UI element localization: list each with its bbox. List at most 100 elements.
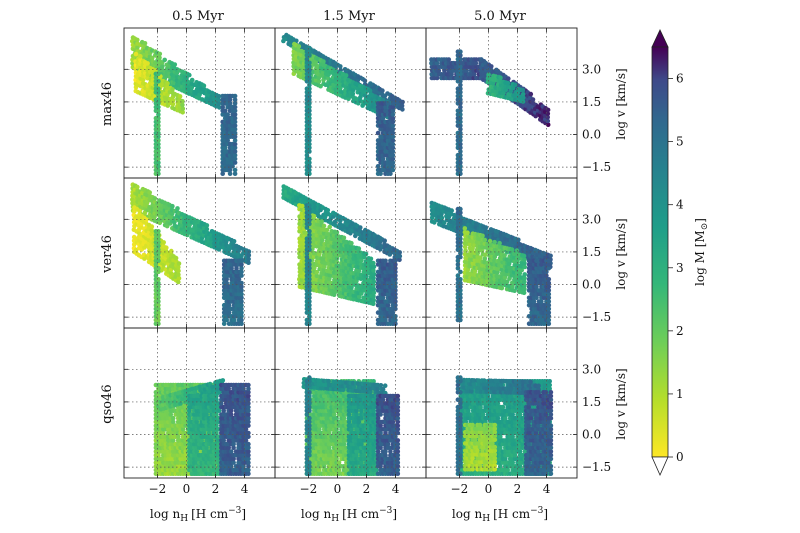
hexbin-cell bbox=[239, 262, 244, 267]
hexbin-cell bbox=[324, 227, 330, 233]
hexbin-cell bbox=[222, 108, 228, 114]
hexbin-cell bbox=[307, 86, 312, 91]
hexbin-cell bbox=[371, 294, 376, 299]
hexbin-cell bbox=[176, 261, 182, 266]
panel-ver46-1 bbox=[275, 178, 426, 328]
hexbin-cell bbox=[296, 44, 302, 49]
hexbin-cell bbox=[429, 60, 434, 66]
hexbin-cell bbox=[225, 138, 230, 143]
hexbin-cell bbox=[156, 130, 161, 136]
hexbin-cell bbox=[519, 267, 524, 273]
hexbin-cell bbox=[522, 286, 527, 292]
hexbin-cell bbox=[503, 87, 509, 93]
hexbin-cell bbox=[520, 99, 526, 104]
hexbin-cell bbox=[239, 288, 244, 293]
hexbin-cell bbox=[209, 438, 214, 443]
hexbin-cell bbox=[546, 299, 552, 304]
hexbin-cell bbox=[393, 299, 398, 304]
hexbin-cell bbox=[178, 401, 183, 406]
hexbin-cell bbox=[133, 51, 139, 57]
hexbin-cell bbox=[522, 279, 527, 285]
hexbin-cell bbox=[393, 262, 398, 267]
hexbin-cell bbox=[458, 86, 463, 91]
hexbin-cell bbox=[383, 317, 388, 323]
hexbin-cell bbox=[176, 272, 181, 277]
hexbin-cell bbox=[382, 238, 388, 243]
hexbin-cell bbox=[522, 272, 527, 277]
panel-max46-0 bbox=[124, 28, 275, 178]
hexbin-cell bbox=[528, 91, 534, 97]
hexbin-cell bbox=[189, 77, 195, 83]
hexbin-cell bbox=[507, 276, 512, 281]
hexbin-cell bbox=[232, 145, 238, 151]
hexbin-cell bbox=[239, 269, 244, 275]
hexbin-cell bbox=[170, 101, 176, 107]
hexbin-cell bbox=[180, 427, 186, 432]
hexbin-cell bbox=[530, 97, 536, 102]
hexbin-cell bbox=[390, 108, 396, 114]
hexbin-cell bbox=[473, 60, 479, 66]
hexbin-cell bbox=[149, 224, 155, 229]
hexbin-cell bbox=[521, 95, 526, 101]
hexbin-cell bbox=[231, 445, 236, 451]
hexbin-cell bbox=[232, 108, 238, 114]
hexbin-cell bbox=[135, 184, 140, 190]
hexbin-cell bbox=[294, 38, 299, 44]
hexbin-cell bbox=[201, 83, 207, 88]
hexbin-cell bbox=[301, 68, 306, 74]
hexbin-cell bbox=[385, 302, 391, 308]
hexbin-cell bbox=[458, 288, 463, 293]
hexbin-cell bbox=[239, 321, 244, 327]
hexbin-cell bbox=[204, 226, 210, 232]
hexbin-cell bbox=[307, 45, 312, 51]
hexbin-cell bbox=[546, 302, 552, 308]
hexbin-cell bbox=[458, 269, 463, 275]
hexbin-cell bbox=[221, 408, 226, 414]
hexbin-cell bbox=[390, 123, 396, 128]
hexbin-cell bbox=[170, 203, 175, 209]
hexbin-cell bbox=[239, 306, 244, 312]
hexbin-cell bbox=[380, 156, 386, 162]
hexbin-cell bbox=[356, 246, 362, 251]
hexbin-cell bbox=[316, 79, 322, 84]
panel-grid bbox=[124, 28, 577, 478]
hexbin-cell bbox=[321, 59, 326, 64]
hexbin-cell bbox=[458, 138, 463, 143]
hexbin-cell bbox=[359, 258, 364, 263]
hexbin-cell bbox=[368, 256, 374, 262]
hexbin-layer bbox=[429, 49, 551, 176]
hexbin-cell bbox=[470, 246, 475, 251]
hexbin-cell bbox=[156, 258, 161, 264]
hexbin-cell bbox=[231, 317, 237, 323]
hexbin-cell bbox=[504, 279, 510, 285]
hexbin-cell bbox=[393, 258, 398, 264]
hexbin-cell bbox=[157, 55, 162, 60]
hexbin-cell bbox=[449, 208, 455, 213]
hexbin-cell bbox=[168, 412, 174, 417]
hexbin-cell bbox=[505, 80, 511, 86]
hexbin-cell bbox=[162, 57, 167, 63]
hexbin-cell bbox=[371, 264, 377, 270]
hexbin-cell bbox=[307, 288, 312, 293]
hexbin-cell bbox=[307, 156, 312, 162]
hexbin-cell bbox=[170, 419, 176, 425]
hexbin-cell bbox=[510, 284, 515, 289]
hexbin-cell bbox=[232, 167, 238, 173]
hexbin-cell bbox=[135, 37, 140, 43]
hexbin-cell bbox=[321, 223, 327, 229]
hexbin-cell bbox=[226, 310, 232, 315]
hexbin-cell bbox=[170, 87, 175, 92]
hexbin-cell bbox=[153, 82, 159, 88]
hexbin-cell bbox=[489, 64, 494, 69]
hexbin-cell bbox=[307, 232, 312, 238]
hexbin-cell bbox=[545, 122, 551, 127]
hexbin-cell bbox=[232, 152, 238, 158]
hexbin-cell bbox=[371, 275, 376, 281]
hexbin-cell bbox=[314, 269, 320, 275]
hexbin-cell bbox=[156, 288, 161, 293]
hexbin-cell bbox=[220, 378, 226, 383]
hexbin-cell bbox=[307, 210, 312, 216]
hexbin-cell bbox=[465, 230, 470, 235]
hexbin-cell bbox=[446, 57, 452, 62]
hexbin-cell bbox=[327, 276, 332, 282]
